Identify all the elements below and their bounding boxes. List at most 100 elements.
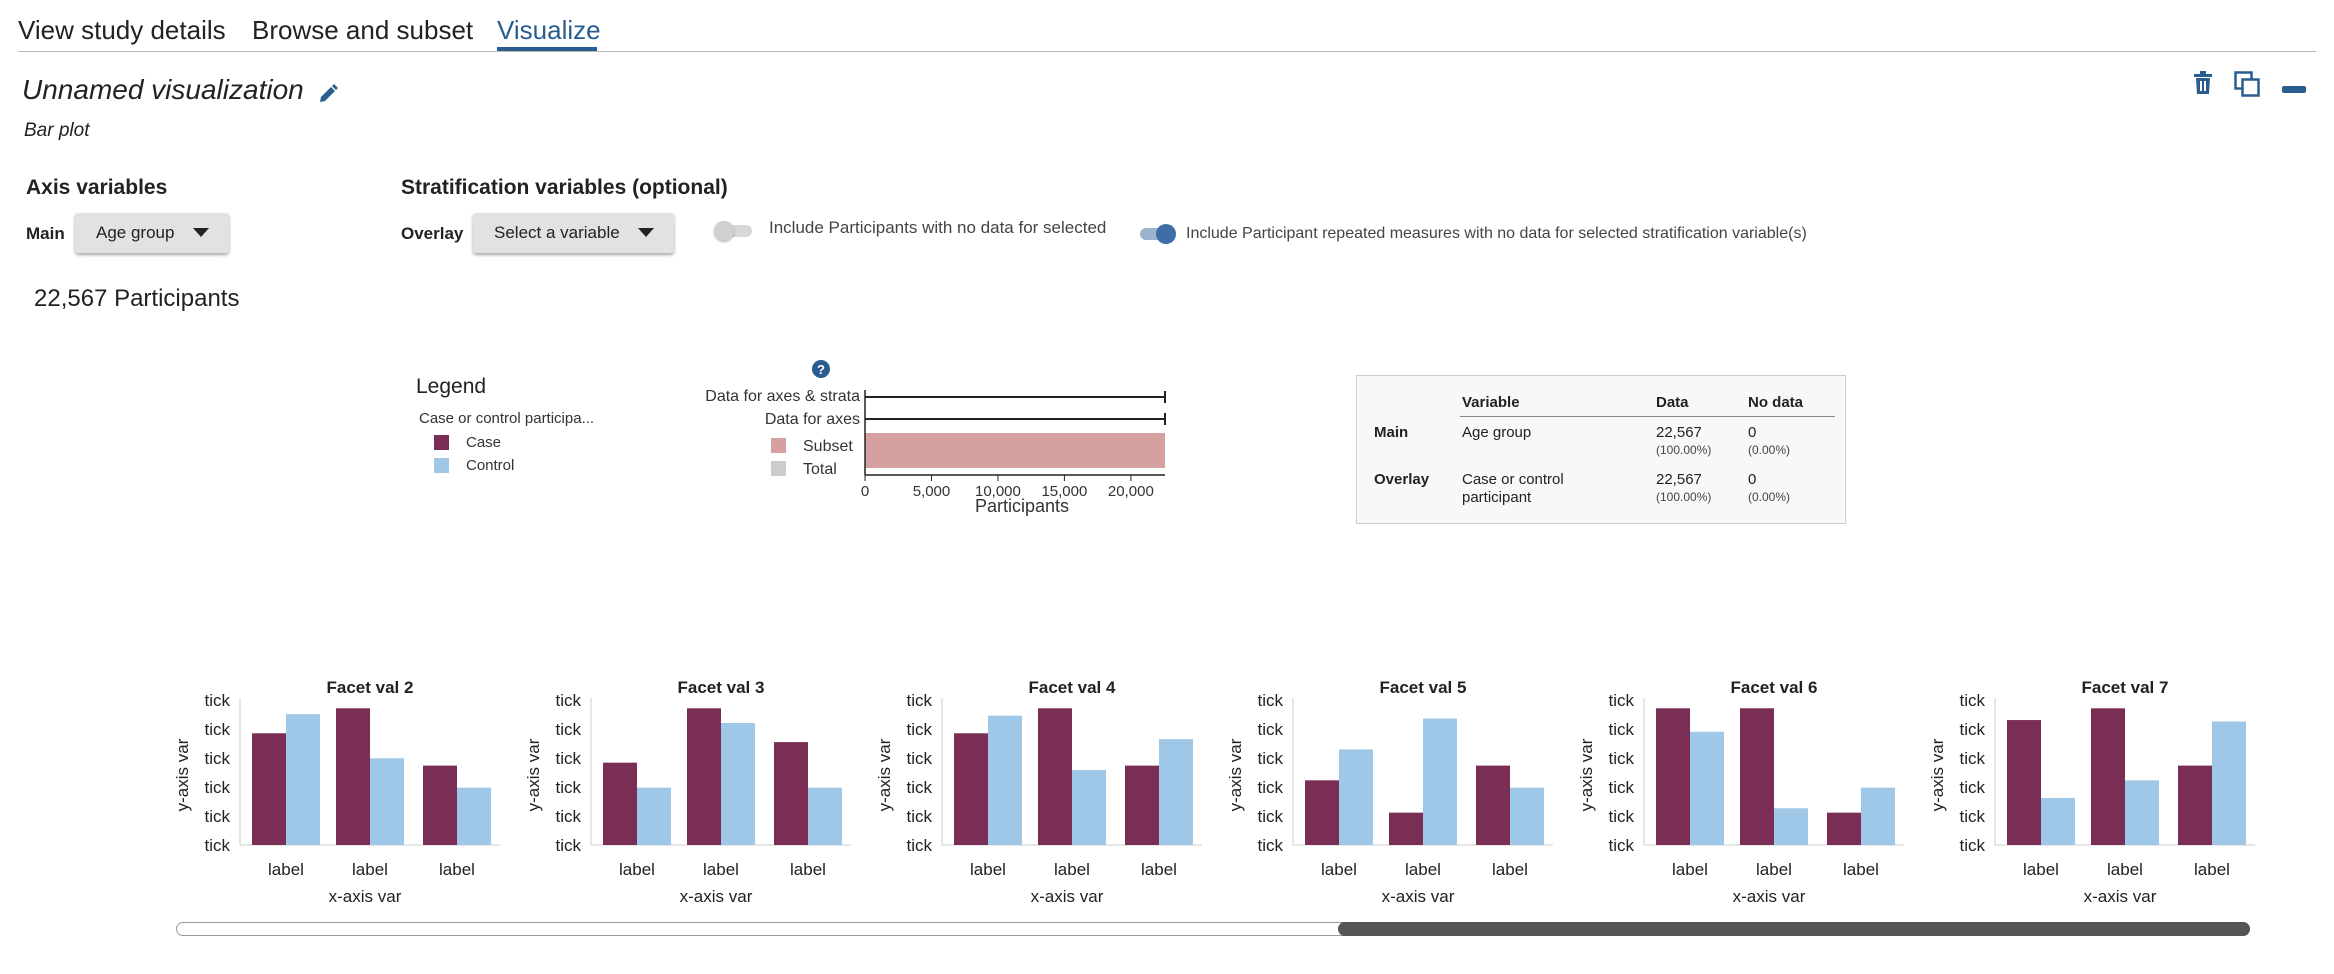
- row-role-overlay: Overlay: [1374, 471, 1430, 488]
- y-tick-label: tick: [556, 720, 582, 739]
- legend-item-control[interactable]: Control: [434, 457, 514, 474]
- plot-type-label: Bar plot: [24, 120, 90, 141]
- y-tick-label: tick: [1609, 720, 1635, 739]
- x-tick-label: 5,000: [913, 483, 951, 500]
- bar-control: [1690, 731, 1724, 845]
- x-tick-label: 15,000: [1041, 483, 1087, 500]
- bar-case: [1125, 765, 1159, 845]
- bar-case: [1476, 765, 1510, 845]
- edit-pencil-icon[interactable]: [317, 83, 339, 105]
- header-no-data: No data: [1748, 394, 1804, 411]
- bar-control: [1774, 808, 1808, 845]
- legend-item-label: Control: [466, 457, 515, 474]
- include-no-data-label: Include Participants with no data for se…: [769, 218, 1107, 237]
- copy-icon[interactable]: [2234, 71, 2260, 97]
- visualization-title: Unnamed visualization: [22, 74, 304, 105]
- facet-title: Facet val 7: [2082, 678, 2169, 697]
- y-tick-label: tick: [907, 691, 933, 710]
- bar-control: [808, 787, 842, 845]
- row-nodata-count: 0: [1748, 471, 1757, 488]
- y-tick-label: tick: [556, 691, 582, 710]
- main-variable-value: Age group: [96, 223, 175, 242]
- y-tick-label: tick: [1258, 807, 1284, 826]
- header-variable: Variable: [1462, 394, 1520, 411]
- bar-control: [1510, 787, 1544, 845]
- data-coverage-chart: ? Data for axes & strata Data for axes S…: [705, 360, 1166, 516]
- legend-variable: Case or control participa...: [419, 410, 595, 427]
- legend-total-label: Total: [803, 461, 837, 478]
- y-tick-label: tick: [1258, 836, 1284, 855]
- legend-item-label: Case: [466, 434, 502, 451]
- y-axis-title: y-axis var: [173, 738, 192, 811]
- x-tick-label: label: [790, 860, 826, 879]
- bar-control: [1339, 749, 1373, 845]
- row-data-count: 22,567: [1656, 471, 1702, 488]
- tab-view-study-details[interactable]: View study details: [18, 15, 226, 45]
- overlay-variable-value: Select a variable: [494, 223, 620, 242]
- bar-case: [1389, 812, 1423, 845]
- y-tick-label: tick: [556, 778, 582, 797]
- facet-title: Facet val 6: [1731, 678, 1818, 697]
- bar-case: [2091, 708, 2125, 845]
- bar-control: [370, 758, 404, 845]
- legend-title: Legend: [416, 375, 487, 398]
- total-swatch: [771, 461, 786, 476]
- y-tick-label: tick: [907, 720, 933, 739]
- row-nodata-pct: (0.00%): [1748, 490, 1791, 504]
- bar-case: [954, 733, 988, 845]
- bar-case: [1656, 708, 1690, 845]
- y-tick-label: tick: [1960, 807, 1986, 826]
- y-tick-label: tick: [1960, 720, 1986, 739]
- y-axis-title: y-axis var: [1577, 738, 1596, 811]
- tab-divider: [18, 51, 2316, 52]
- x-tick-label: label: [1054, 860, 1090, 879]
- row-data-count: 22,567: [1656, 424, 1702, 441]
- control-swatch: [434, 458, 449, 473]
- x-axis-title: Participants: [975, 496, 1069, 516]
- bar-control: [457, 787, 491, 845]
- facet-title: Facet val 4: [1029, 678, 1116, 697]
- help-icon-glyph: ?: [817, 362, 825, 377]
- y-tick-label: tick: [1609, 807, 1635, 826]
- bar-case: [1038, 708, 1072, 845]
- bar-control: [1861, 787, 1895, 845]
- x-tick-label: label: [1672, 860, 1708, 879]
- y-tick-label: tick: [205, 749, 231, 768]
- main-variable-dropdown[interactable]: Age group: [75, 213, 229, 253]
- tab-browse-and-subset[interactable]: Browse and subset: [252, 15, 474, 45]
- legend-subset-label: Subset: [803, 438, 853, 455]
- x-tick-label: label: [439, 860, 475, 879]
- overlay-variable-dropdown[interactable]: Select a variable: [473, 213, 674, 253]
- tab-visualize[interactable]: Visualize: [497, 15, 601, 45]
- subset-swatch: [771, 438, 786, 453]
- case-swatch: [434, 435, 449, 450]
- facet-chart: Facet val 6 y-axis var tick tick tick tick tic…: [1577, 678, 1904, 906]
- bar-control: [1072, 770, 1106, 845]
- y-axis-title: y-axis var: [875, 738, 894, 811]
- y-axis-title: y-axis var: [1928, 738, 1947, 811]
- stratification-heading: Stratification variables (optional): [401, 176, 728, 199]
- include-repeated-measures-label: Include Participant repeated measures wi…: [1186, 225, 1807, 242]
- bar-case: [2178, 765, 2212, 845]
- y-tick-label: tick: [907, 836, 933, 855]
- row-data-pct: (100.00%): [1656, 443, 1712, 457]
- x-axis-title: x-axis var: [2084, 887, 2157, 906]
- trash-icon[interactable]: [2192, 71, 2214, 95]
- facet-scrollbar-thumb[interactable]: [1338, 922, 2250, 936]
- help-icon[interactable]: ?: [812, 360, 830, 378]
- chevron-down-icon: [638, 228, 654, 237]
- include-no-data-toggle[interactable]: [714, 220, 754, 242]
- include-repeated-measures-toggle[interactable]: [1138, 223, 1178, 245]
- facet-title: Facet val 5: [1380, 678, 1467, 697]
- legend-item-case[interactable]: Case: [434, 434, 501, 451]
- y-tick-label: tick: [1258, 691, 1284, 710]
- bar-case: [1740, 708, 1774, 845]
- y-tick-label: tick: [205, 807, 231, 826]
- x-tick-label: label: [352, 860, 388, 879]
- bar-case: [603, 762, 637, 845]
- bar-control: [2041, 797, 2075, 845]
- minimize-icon[interactable]: [2282, 86, 2306, 93]
- x-tick-label: label: [703, 860, 739, 879]
- bar-case: [774, 742, 808, 845]
- x-tick-label: 20,000: [1108, 483, 1154, 500]
